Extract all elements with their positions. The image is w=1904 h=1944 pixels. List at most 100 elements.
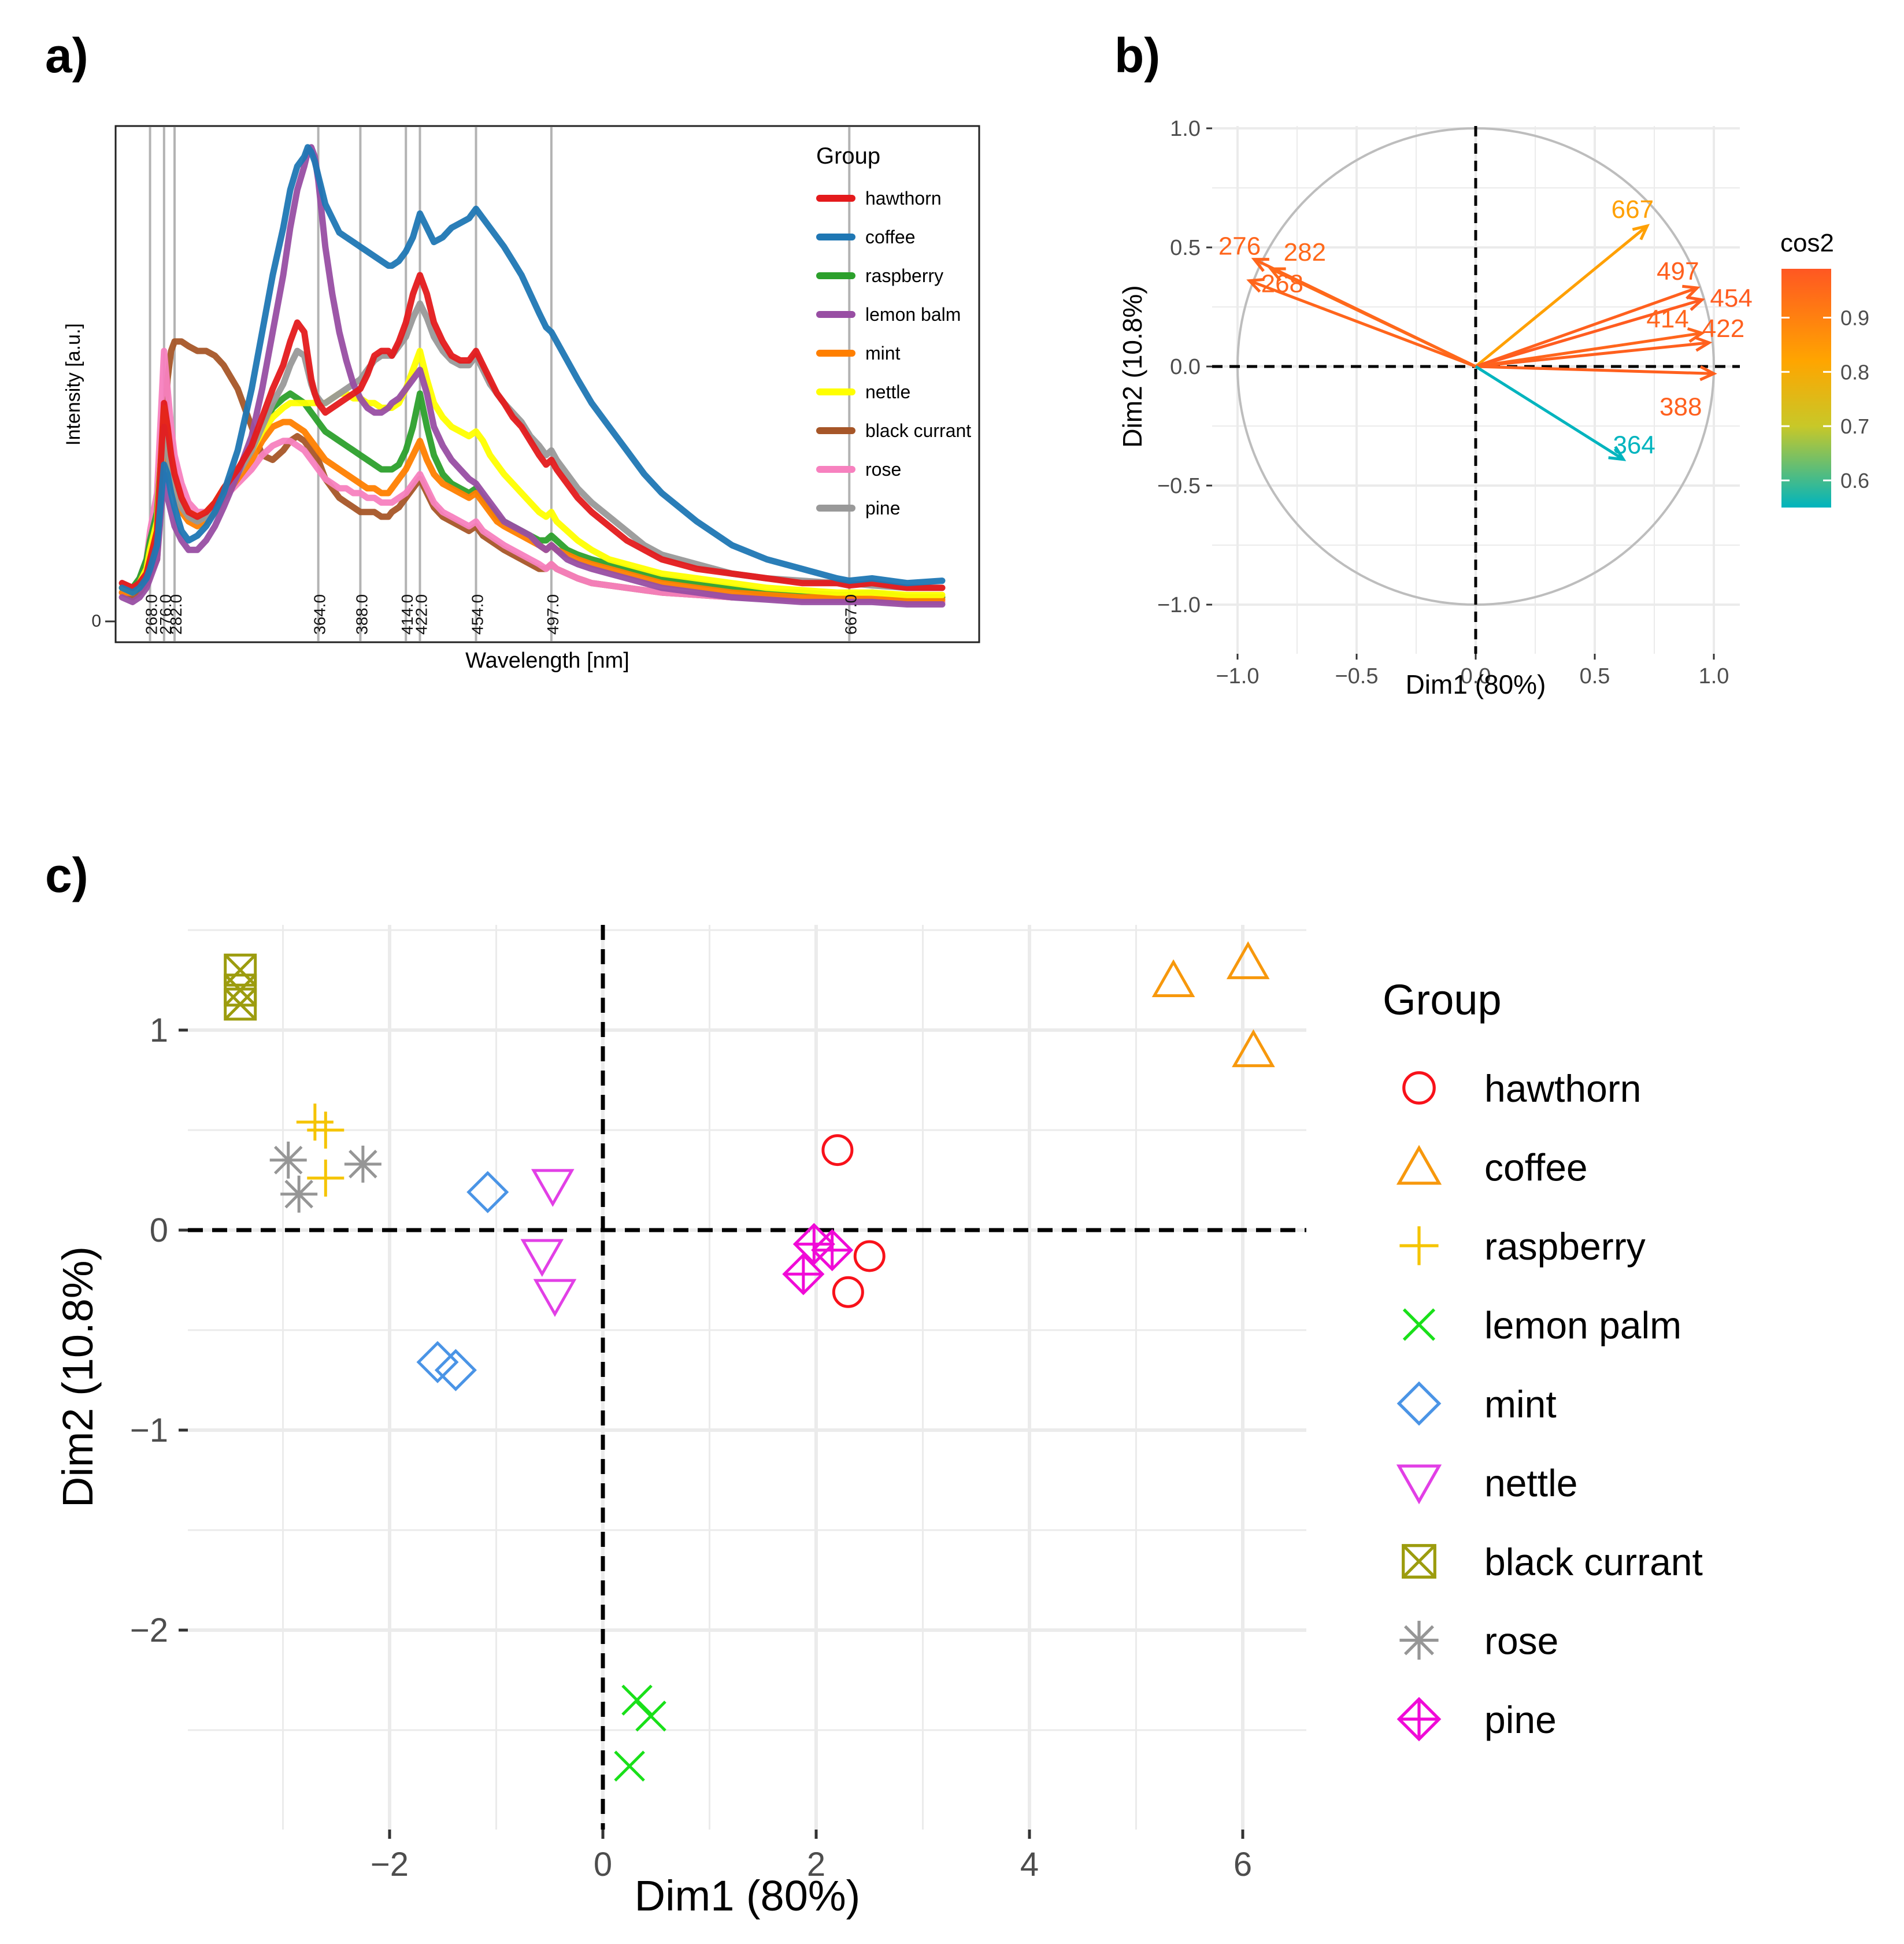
point-raspberry [307,1112,345,1149]
legend-label: pine [1484,1698,1557,1741]
panel-a-label: a) [45,28,88,83]
reference-line-label-422-0: 422.0 [412,594,430,635]
marker-shape [1396,1464,1442,1505]
marker-shape [635,1701,666,1732]
legend-label: nettle [865,382,910,402]
legend-item-rose: rose [1399,1620,1558,1662]
legend-title: Group [816,143,880,169]
arrow-head [1682,284,1701,300]
colorbar-tick-label: 0.6 [1840,469,1869,493]
colorbar-title: cos2 [1780,229,1834,257]
arrow-282: 282 [1268,238,1477,368]
panel-c-label: c) [45,848,88,902]
reference-line-label-276-0: 276.0 [157,594,175,635]
marker-shape [284,1179,313,1209]
point-pine [782,1253,825,1295]
series-coffee [118,144,946,596]
marker-shape [349,1150,377,1179]
arrow-shaft [1475,331,1702,368]
x-tick-label: −0.5 [1335,664,1378,688]
legend-label: pine [865,498,901,519]
legend-label: raspberry [1484,1225,1646,1268]
marker-shape [1232,1029,1275,1068]
legend: hawthorn coffee raspberry lemon palm mint net… [1396,1067,1703,1742]
legend-label: lemon palm [1484,1304,1681,1347]
x-axis-title: Dim1 (80%) [635,1872,861,1920]
point-coffee [1226,941,1270,979]
y-tick-label: −1 [130,1412,168,1449]
legend-key [1402,1308,1436,1341]
marker-shape [853,1240,886,1272]
arrow-label: 497 [1657,257,1699,286]
legend-key [1399,1226,1439,1265]
x-axis-title: Dim1 (80%) [1406,669,1546,699]
data-points [224,941,1275,1782]
legend-item-rose: rose [816,459,901,480]
legend-key [1396,1697,1442,1742]
point-coffee [1232,1029,1275,1068]
point-lemon-palm [614,1750,645,1782]
point-black-currant [224,987,257,1021]
point-raspberry [307,1160,345,1197]
series-line-coffee [118,144,946,596]
marker-shape [614,1750,645,1782]
legend-title: Group [1383,976,1502,1024]
point-mint [434,1349,477,1391]
pca-variables-chart: −1.0 −0.5 0.0 0.5 1.0 −1.0 −0.5 0.0 0.5 1.0 276 28… [1117,117,1869,699]
legend-label: coffee [1484,1146,1588,1189]
arrow-shaft [1475,365,1624,461]
point-rose [269,1141,307,1179]
arrow-label: 268 [1261,270,1303,298]
legend-key [1402,1544,1436,1579]
marker-shape [533,1279,577,1317]
reference-line-label-497-0: 497.0 [544,594,562,635]
legend-label: hawthorn [1484,1067,1642,1110]
legend-label: black currant [865,420,971,441]
legend-key [1399,1620,1439,1660]
point-rose [280,1175,318,1213]
series-line-lemon-balm [118,144,946,608]
legend-label: rose [865,459,901,480]
series-line-mint [118,419,946,603]
arrow-head [1246,277,1265,293]
x-tick-label: −2 [371,1846,409,1883]
marker-shape [520,1239,564,1278]
point-nettle [520,1239,564,1278]
arrow-shaft [1249,279,1476,368]
colorbar-tick-label: 0.9 [1840,306,1869,329]
marker-shape [434,1349,477,1391]
arrow-454: 454 [1475,284,1753,368]
arrow-667: 667 [1475,195,1654,368]
legend-item-pine: pine [816,498,901,519]
marker-shape [1402,1544,1436,1579]
x-tick-label: 2 [807,1846,825,1883]
x-axis-title: Wavelength [nm] [465,649,629,673]
arrow-shaft [1475,298,1703,368]
point-hawthorn [821,1134,854,1167]
point-lemon-palm [635,1701,666,1732]
legend-item-hawthorn: hawthorn [816,188,942,209]
point-nettle [531,1169,575,1207]
legend-label: raspberry [865,265,943,286]
x-tick-label: 6 [1233,1846,1252,1883]
legend-key [1402,1071,1436,1105]
marker-shape [1396,1381,1442,1426]
arrow-head [1687,295,1705,311]
spectra-plot-border [114,125,980,643]
arrow-label: 414 [1646,305,1688,333]
series-line-hawthorn [118,272,946,591]
arrow-head [1608,446,1627,461]
point-raspberry [296,1104,334,1141]
arrow-414: 414 [1475,305,1706,368]
y-tick-label: 1.0 [1170,117,1201,141]
legend-item-nettle: nettle [1396,1462,1577,1505]
legend-item-raspberry: raspberry [816,265,943,286]
arrow-shaft [1475,365,1714,375]
y-tick-label: −0.5 [1157,474,1201,498]
arrow-shaft [1270,267,1477,368]
legend-item-nettle: nettle [816,382,910,402]
legend-item-raspberry: raspberry [1399,1225,1646,1268]
